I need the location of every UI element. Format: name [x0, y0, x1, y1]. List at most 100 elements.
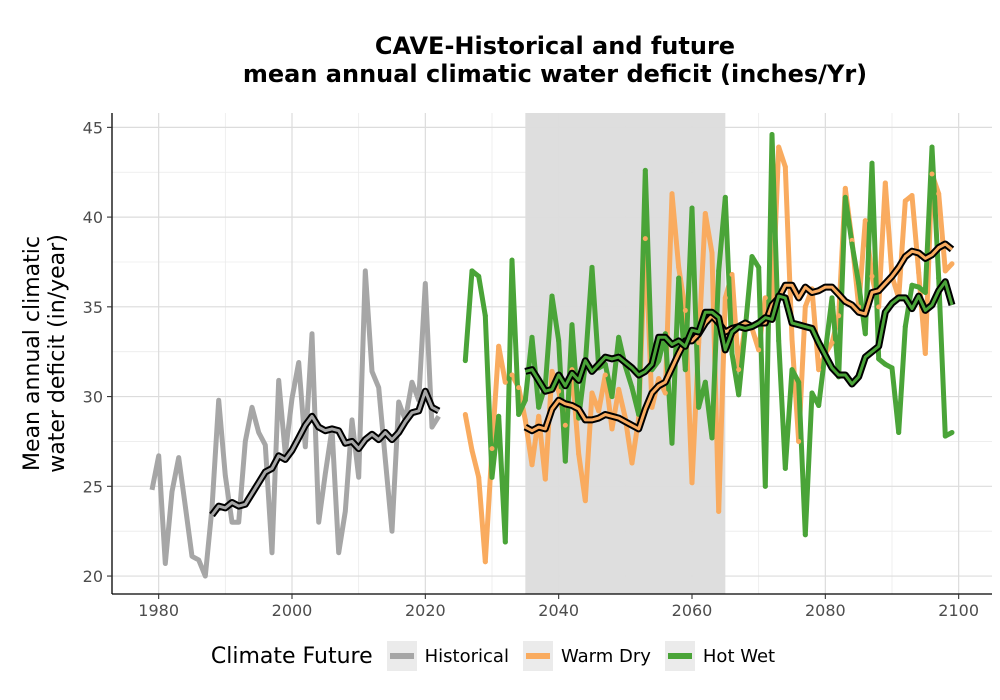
data-point-warm-dry	[469, 447, 475, 453]
data-point-warm-dry	[696, 340, 702, 346]
data-point-hot-wet	[669, 440, 675, 446]
legend-label-warm-dry: Warm Dry	[560, 645, 651, 667]
legend-key-hot-wet	[664, 641, 695, 671]
data-point-hot-wet	[922, 289, 928, 295]
data-point-hot-wet	[916, 284, 922, 290]
data-point-hot-wet	[862, 331, 868, 337]
data-point-warm-dry	[909, 193, 915, 199]
x-tick-label: 2040	[538, 601, 579, 620]
legend-item-warm-dry: Warm Dry	[522, 641, 651, 671]
y-tick-label: 35	[83, 298, 103, 317]
data-point-warm-dry	[796, 438, 802, 444]
data-point-warm-dry	[689, 480, 695, 486]
data-point-hot-wet	[589, 264, 595, 270]
data-point-hot-wet	[889, 365, 895, 371]
data-point-warm-dry	[556, 388, 562, 394]
data-point-hot-wet	[942, 433, 948, 439]
data-point-hot-wet	[729, 351, 735, 356]
data-point-warm-dry	[709, 250, 715, 256]
data-point-hot-wet	[829, 295, 835, 301]
data-point-hot-wet	[949, 429, 955, 435]
data-point-warm-dry	[649, 404, 655, 410]
data-point-hot-wet	[709, 435, 715, 441]
data-point-hot-wet	[462, 358, 468, 364]
data-point-warm-dry	[482, 559, 488, 565]
x-tick-label: 2080	[805, 601, 846, 620]
data-point-hot-wet	[849, 241, 855, 247]
data-point-hot-wet	[876, 356, 882, 362]
data-point-hot-wet	[676, 275, 682, 281]
data-point-hot-wet	[802, 532, 808, 538]
chart-title-line1: CAVE-Historical and future	[374, 32, 736, 60]
y-tick-label: 25	[83, 477, 103, 496]
smooth-line-hot-wet-smoothed	[524, 280, 954, 393]
data-point-hot-wet	[502, 539, 508, 545]
data-point-warm-dry	[789, 336, 795, 342]
data-point-warm-dry	[576, 451, 582, 457]
data-point-warm-dry	[729, 272, 735, 278]
data-point-warm-dry	[682, 307, 688, 313]
data-point-warm-dry	[776, 144, 782, 150]
legend-item-historical: Historical	[386, 641, 509, 671]
data-point-hot-wet	[936, 275, 942, 281]
y-tick-label: 20	[83, 567, 103, 586]
data-point-warm-dry	[662, 390, 668, 396]
data-point-hot-wet	[722, 194, 728, 200]
data-point-warm-dry	[489, 446, 495, 452]
data-point-hot-wet	[556, 338, 562, 344]
data-point-warm-dry	[736, 367, 742, 373]
data-point-hot-wet	[562, 458, 568, 464]
data-point-warm-dry	[869, 273, 875, 279]
data-point-hot-wet	[809, 390, 815, 396]
data-point-hot-wet	[756, 264, 762, 270]
data-point-hot-wet	[869, 160, 875, 166]
data-point-hot-wet	[536, 404, 542, 410]
x-tick-label: 1980	[138, 601, 179, 620]
data-point-warm-dry	[922, 351, 928, 356]
data-point-hot-wet	[909, 282, 915, 288]
data-point-warm-dry	[862, 218, 868, 224]
y-tick-label: 40	[83, 208, 103, 227]
data-point-hot-wet	[782, 465, 788, 471]
y-tick-label: 45	[83, 118, 103, 137]
data-point-hot-wet	[896, 429, 902, 435]
legend-key-historical	[386, 641, 417, 671]
data-point-warm-dry	[496, 343, 502, 349]
data-point-hot-wet	[762, 483, 768, 489]
legend-label-historical: Historical	[424, 645, 509, 667]
data-point-warm-dry	[702, 211, 708, 217]
data-point-hot-wet	[629, 385, 635, 391]
data-point-warm-dry	[876, 304, 882, 310]
data-point-hot-wet	[469, 268, 475, 274]
data-point-hot-wet	[749, 254, 755, 260]
data-point-hot-wet	[716, 268, 722, 274]
data-point-hot-wet	[902, 324, 908, 330]
data-point-warm-dry	[562, 422, 568, 428]
data-point-hot-wet	[569, 322, 575, 328]
data-point-warm-dry	[802, 304, 808, 310]
data-point-warm-dry	[516, 385, 522, 391]
data-point-warm-dry	[849, 237, 855, 243]
x-tick-label: 2100	[938, 601, 979, 620]
data-point-warm-dry	[609, 426, 615, 432]
y-tick-label: 30	[83, 388, 103, 407]
data-point-warm-dry	[782, 164, 788, 170]
legend-item-hot-wet: Hot Wet	[664, 641, 775, 671]
data-point-hot-wet	[529, 334, 535, 340]
data-point-warm-dry	[462, 412, 468, 418]
series-line-warm-dry	[462, 144, 954, 565]
data-point-warm-dry	[669, 191, 675, 197]
legend-title: Climate Future	[210, 643, 373, 669]
data-point-hot-wet	[482, 313, 488, 319]
data-point-hot-wet	[689, 205, 695, 211]
data-point-warm-dry	[936, 191, 942, 197]
data-point-warm-dry	[942, 268, 948, 274]
data-point-hot-wet	[769, 132, 775, 138]
data-point-warm-dry	[842, 185, 848, 191]
data-point-hot-wet	[882, 361, 888, 367]
data-point-warm-dry	[536, 413, 542, 419]
chart-svg: 1980 2000 2020 2040 2060 2080 2100 20 25 30 35 40 45…	[20, 113, 992, 620]
data-point-hot-wet	[816, 403, 822, 409]
x-tick-label: 2000	[272, 601, 313, 620]
data-point-hot-wet	[489, 474, 495, 480]
